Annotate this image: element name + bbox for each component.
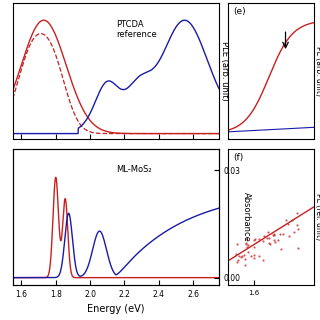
Point [266,229,271,235]
Point [271,238,276,243]
Text: PTCDA
reference: PTCDA reference [116,20,156,39]
Point [257,236,262,242]
Point [242,256,247,261]
Point [287,233,292,238]
Point [260,238,265,243]
Point [262,233,267,238]
Point [256,253,261,259]
X-axis label: Energy (eV): Energy (eV) [87,304,145,314]
Point [284,217,289,222]
Point [243,236,248,241]
Point [249,253,254,259]
Point [271,232,276,237]
Point [280,232,285,237]
Y-axis label: PL (arb. unit): PL (arb. unit) [314,46,320,96]
Point [234,241,239,246]
Point [261,258,266,263]
Point [241,252,246,257]
Point [296,246,301,251]
Point [244,244,249,250]
Point [245,249,250,254]
Point [266,235,271,240]
Point [268,242,273,247]
Point [272,239,277,244]
Point [240,253,245,258]
Point [244,241,249,246]
Point [246,243,251,248]
Point [235,259,240,264]
Point [294,210,300,215]
Point [277,232,282,237]
Point [289,217,294,222]
Point [252,252,257,257]
Text: ML-MoS₂: ML-MoS₂ [116,165,151,174]
Point [252,237,258,242]
Point [252,244,257,249]
Text: (e): (e) [233,7,245,16]
Point [251,255,256,260]
Point [276,237,281,243]
Y-axis label: PL (rel. unit): PL (rel. unit) [314,193,320,240]
Point [267,240,272,245]
Point [251,237,256,242]
Point [278,247,284,252]
Point [238,254,243,260]
Point [272,232,277,237]
Y-axis label: Absorbance: Absorbance [242,192,251,242]
Point [236,257,241,262]
Point [236,253,241,259]
Point [296,226,301,231]
Point [242,263,247,268]
Point [285,221,290,226]
Point [244,240,249,245]
Point [292,229,297,235]
Point [264,236,269,241]
Point [295,222,300,227]
Y-axis label: PLE (arb. unit): PLE (arb. unit) [220,41,229,101]
Point [271,232,276,237]
Point [233,252,238,257]
Text: (f): (f) [233,153,243,162]
